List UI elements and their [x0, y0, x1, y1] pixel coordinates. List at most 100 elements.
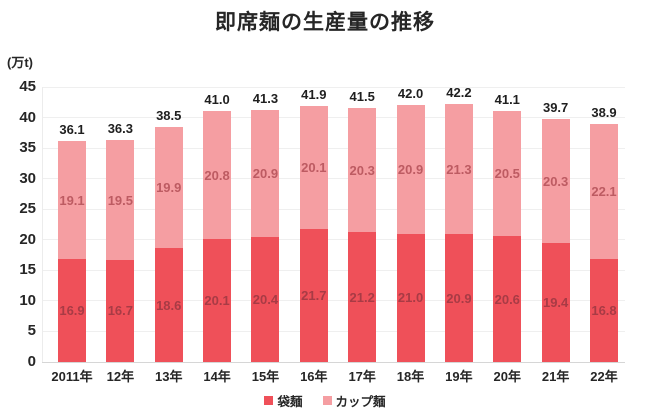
x-tick-label-14年: 14年 [203, 369, 231, 384]
total-value-label: 41.9 [301, 86, 327, 102]
y-tick-label-25: 25 [19, 200, 36, 218]
y-tick-label-30: 30 [19, 169, 36, 187]
cupmen-value-label: 20.9 [252, 165, 279, 181]
bar-segment-fukuromen [493, 236, 522, 362]
x-tick-label-2011年: 2011年 [51, 369, 93, 384]
y-tick-label-0: 0 [27, 353, 36, 370]
gridline-40 [42, 117, 625, 119]
total-value-label: 41.3 [252, 90, 279, 106]
bar-segment-fukuromen [58, 258, 86, 362]
total-value-label: 42.2 [446, 85, 472, 101]
bar-segment-fukuromen [590, 259, 618, 362]
x-tick-label-20年: 20年 [493, 369, 521, 384]
bar-segment-cupmen [348, 108, 377, 233]
fukuromen-value-label: 20.1 [204, 293, 230, 309]
bar-segment-cupmen [444, 104, 473, 235]
fukuromen-value-label: 20.4 [252, 292, 279, 308]
cupmen-value-label: 20.3 [542, 173, 569, 189]
bar-segment-cupmen [106, 140, 135, 260]
cupmen-value-label: 19.5 [107, 192, 134, 208]
gridline-25 [42, 208, 625, 210]
total-value-label: 41.1 [494, 91, 520, 107]
bar-segment-fukuromen [396, 233, 425, 362]
y-tick-label-45: 45 [19, 78, 36, 95]
fukuromen-value-label: 18.6 [156, 297, 182, 313]
y-tick-label-5: 5 [27, 322, 36, 340]
x-tick-label-16年: 16年 [300, 369, 328, 384]
bar-segment-fukuromen [348, 232, 377, 362]
total-value-label: 38.9 [591, 105, 617, 121]
y-tick-label-10: 10 [19, 291, 36, 309]
bar-segment-cupmen [299, 105, 328, 230]
x-tick-label-18年: 18年 [396, 369, 425, 384]
x-tick-label-15年: 15年 [251, 369, 280, 384]
bar-segment-cupmen [203, 111, 232, 240]
legend-label-cupmen: カップ麺 [335, 395, 386, 409]
cupmen-value-label: 20.8 [204, 167, 230, 183]
y-axis-unit-label: (万t) [7, 55, 33, 70]
total-value-label: 38.5 [156, 107, 182, 123]
fukuromen-value-label: 21.2 [349, 289, 375, 305]
cupmen-value-label: 19.9 [156, 180, 182, 196]
fukuromen-value-label: 20.6 [494, 291, 520, 307]
x-tick-label-22年: 22年 [590, 369, 618, 384]
gridline-20 [42, 239, 625, 241]
total-value-label: 36.1 [59, 122, 85, 138]
bar-segment-fukuromen [203, 239, 232, 362]
cupmen-value-label: 20.9 [397, 162, 424, 177]
x-tick-label-21年: 21年 [541, 369, 570, 384]
gridline-30 [42, 178, 625, 180]
cupmen-value-label: 20.1 [301, 160, 327, 176]
bar-segment-cupmen [541, 119, 570, 244]
bar-segment-fukuromen [444, 234, 473, 362]
gridline-0 [42, 361, 625, 363]
gridline-35 [42, 147, 625, 149]
y-tick-label-35: 35 [19, 139, 36, 157]
x-tick-label-13年: 13年 [154, 369, 183, 384]
bar-segment-fukuromen [299, 229, 328, 362]
fukuromen-value-label: 16.9 [59, 302, 85, 318]
total-value-label: 41.5 [349, 89, 375, 105]
bar-segment-cupmen [251, 109, 280, 238]
legend-label-fukuromen: 袋麺 [277, 395, 303, 409]
chart-title: 即席麺の生産量の推移 [215, 11, 435, 34]
y-tick-label-40: 40 [19, 108, 36, 126]
chart-legend: 袋麺 カップ麺 [0, 391, 650, 410]
bar-segment-fukuromen [106, 259, 135, 362]
cupmen-value-label: 20.3 [349, 162, 375, 178]
cupmen-value-label: 21.3 [446, 161, 472, 177]
bar-segment-fukuromen [251, 237, 280, 362]
cupmen-value-label: 19.1 [59, 192, 85, 208]
fukuromen-value-label: 16.8 [591, 303, 617, 319]
legend-item-fukuromen: 袋麺 [264, 391, 303, 410]
x-tick-label-19年: 19年 [445, 369, 473, 384]
cupmen-value-label: 22.1 [591, 184, 617, 200]
fukuromen-value-label: 16.7 [107, 303, 134, 319]
gridline-10 [42, 300, 625, 302]
gridline-5 [42, 330, 625, 332]
bar-segment-fukuromen [541, 243, 570, 362]
x-tick-label-17年: 17年 [348, 369, 376, 384]
bar-segment-cupmen [154, 126, 183, 249]
y-tick-label-15: 15 [19, 261, 36, 279]
fukuromen-value-label: 21.0 [397, 290, 424, 306]
fukuromen-value-label: 21.7 [301, 288, 327, 304]
y-tick-label-20: 20 [19, 230, 36, 248]
bar-segment-cupmen [493, 110, 522, 237]
bar-segment-cupmen [590, 124, 618, 260]
total-value-label: 36.3 [107, 121, 134, 137]
gridline-45 [42, 86, 625, 88]
x-tick-label-12年: 12年 [106, 369, 135, 384]
y-axis-line [42, 87, 43, 362]
bar-segment-fukuromen [154, 248, 183, 362]
fukuromen-value-label: 19.4 [542, 295, 569, 311]
cupmen-swatch-icon [322, 396, 332, 405]
total-value-label: 42.0 [397, 86, 424, 102]
bar-segment-cupmen [396, 105, 425, 234]
legend-item-cupmen: カップ麺 [322, 391, 386, 410]
bar-segment-cupmen [58, 141, 86, 259]
gridline-15 [42, 269, 625, 271]
total-value-label: 41.0 [204, 92, 230, 108]
